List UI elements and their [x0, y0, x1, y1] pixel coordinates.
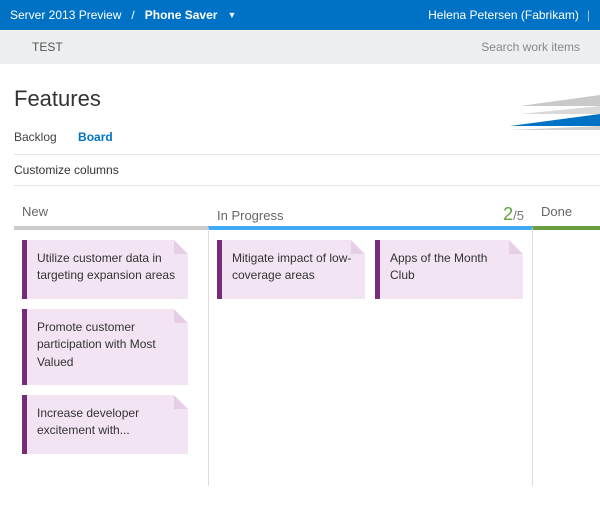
card-title: Apps of the Month Club [390, 251, 487, 282]
breadcrumb: Server 2013 Preview / Phone Saver ▼ [10, 8, 236, 22]
customize-columns-button[interactable]: Customize columns [14, 163, 119, 177]
wip-limit: /5 [513, 208, 524, 223]
project-name[interactable]: Phone Saver [145, 8, 218, 22]
toolbar: Customize columns [14, 154, 600, 186]
top-bar: Server 2013 Preview / Phone Saver ▼ Hele… [0, 0, 600, 30]
user-name[interactable]: Helena Petersen (Fabrikam) [428, 8, 579, 22]
wip-current: 2 [503, 204, 513, 225]
tab-board[interactable]: Board [78, 130, 113, 144]
column-label: New [22, 204, 48, 219]
work-item-card[interactable]: Promote customer participation with Most… [22, 309, 188, 385]
server-name[interactable]: Server 2013 Preview [10, 8, 121, 22]
divider: | [587, 8, 590, 22]
view-tabs: Backlog Board [14, 130, 600, 144]
sub-nav: TEST Search work items [0, 30, 600, 64]
dropdown-caret-icon[interactable]: ▼ [227, 10, 236, 20]
column-label: Done [541, 204, 572, 219]
card-title: Utilize customer data in targeting expan… [37, 251, 175, 282]
page-title: Features [14, 86, 600, 112]
kanban-board: New Utilize customer data in targeting e… [14, 226, 600, 486]
column-label: In Progress [217, 208, 283, 223]
work-item-card[interactable]: Increase developer excitement with... [22, 395, 188, 454]
column-done: Done [532, 226, 600, 486]
column-new: New Utilize customer data in targeting e… [14, 226, 208, 486]
card-title: Promote customer participation with Most… [37, 320, 156, 369]
breadcrumb-separator: / [131, 8, 134, 22]
tab-backlog[interactable]: Backlog [14, 130, 57, 144]
card-title: Increase developer excitement with... [37, 406, 139, 437]
work-item-card[interactable]: Apps of the Month Club [375, 240, 523, 299]
subnav-item-test[interactable]: TEST [32, 40, 63, 54]
column-in-progress: In Progress 2/5 Mitigate impact of low-c… [208, 226, 532, 486]
search-input[interactable]: Search work items [481, 40, 580, 54]
card-title: Mitigate impact of low-coverage areas [232, 251, 351, 282]
work-item-card[interactable]: Utilize customer data in targeting expan… [22, 240, 188, 299]
work-item-card[interactable]: Mitigate impact of low-coverage areas [217, 240, 365, 299]
